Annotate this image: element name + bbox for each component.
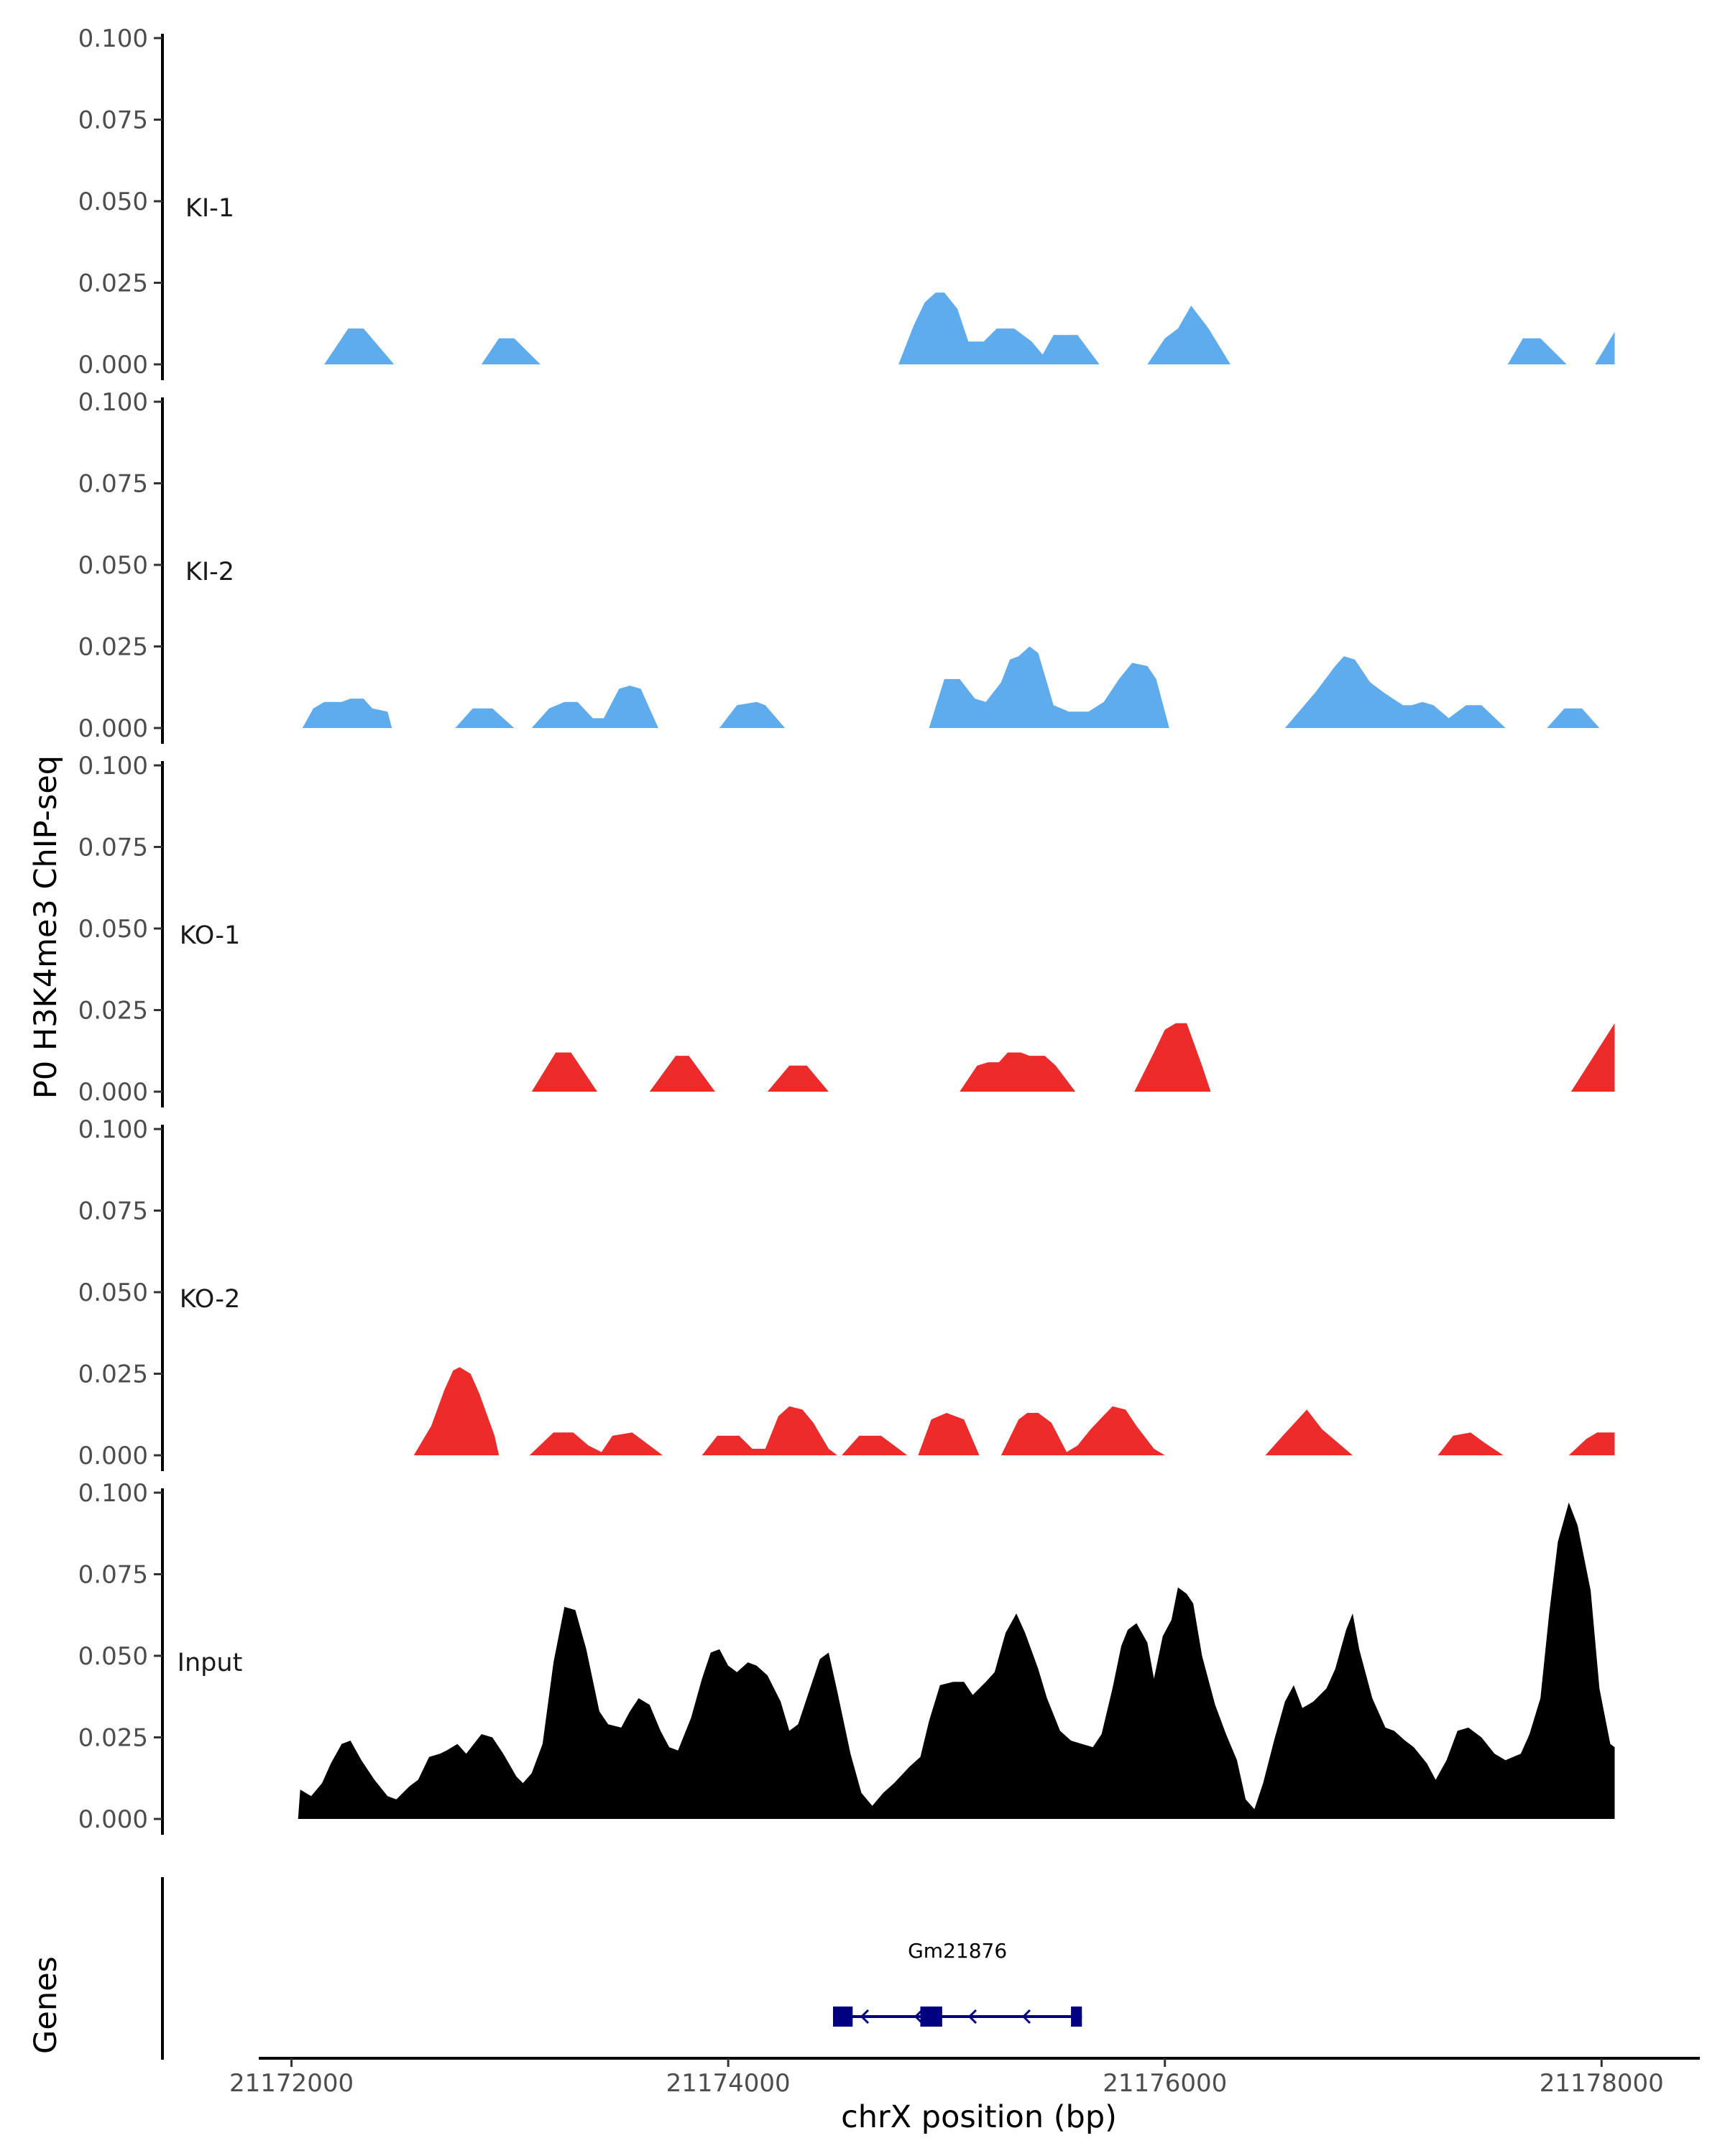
y-axis-title: P0 H3K4me3 ChIP-seq (28, 755, 64, 1099)
track-label: Input (178, 1649, 243, 1677)
y-tick-label: 0.100 (78, 24, 148, 53)
track-panel: 0.000 0.025 0.050 0.075 0.100 KI-2 (78, 388, 1600, 744)
y-tick-label: 0.000 (78, 351, 148, 379)
gene-exon (1071, 2007, 1082, 2027)
coverage-area (324, 292, 1615, 364)
track-panel: 0.000 0.025 0.050 0.075 0.100 KO-2 (78, 1115, 1615, 1471)
coverage-area (302, 646, 1600, 728)
strand-arrow (914, 2009, 924, 2024)
y-tick-label: 0.075 (78, 1561, 148, 1590)
y-tick-label: 0.050 (78, 1642, 148, 1671)
track-label: KO-2 (180, 1285, 240, 1314)
genes-axis-title: Genes (28, 1956, 64, 2054)
gene-exon (920, 2007, 942, 2027)
y-tick-label: 0.050 (78, 1279, 148, 1307)
x-axis: 21172000 21174000 21176000 21178000 (229, 2057, 1700, 2098)
y-tick-label: 0.100 (78, 752, 148, 780)
y-tick-label: 0.050 (78, 915, 148, 944)
y-tick-label: 0.025 (78, 633, 148, 662)
x-tick-label: 21178000 (1540, 2069, 1664, 2098)
y-tick-label: 0.100 (78, 1479, 148, 1508)
x-axis-title: chrX position (bp) (841, 2099, 1117, 2135)
y-tick-label: 0.000 (78, 1078, 148, 1107)
genes-panel: Gm21876 (161, 1877, 1082, 2060)
coverage-area (531, 1023, 1615, 1092)
y-tick-label: 0.025 (78, 1724, 148, 1753)
track-panel: 0.000 0.025 0.050 0.075 0.100 KI-1 (78, 24, 1615, 380)
coverage-area (298, 1502, 1615, 1819)
gene-model: Gm21876 (832, 1939, 1082, 2027)
strand-arrow (967, 2009, 978, 2024)
y-tick-label: 0.000 (78, 714, 148, 743)
track-label: KI-1 (185, 194, 234, 223)
y-tick-label: 0.075 (78, 1197, 148, 1226)
x-tick-label: 21174000 (666, 2069, 791, 2098)
track-label: KI-2 (185, 558, 234, 586)
coverage-area (413, 1367, 1615, 1455)
track-panel: 0.000 0.025 0.050 0.075 0.100 Input (78, 1479, 1615, 1835)
gene-name-label: Gm21876 (908, 1939, 1007, 1963)
gene-exon (832, 2007, 853, 2027)
y-tick-label: 0.025 (78, 1360, 148, 1389)
strand-arrow (1021, 2009, 1031, 2024)
track-panel: 0.000 0.025 0.050 0.075 0.100 KO-1 (78, 752, 1615, 1107)
y-tick-label: 0.075 (78, 470, 148, 499)
y-tick-label: 0.000 (78, 1805, 148, 1834)
tracks-layer: 0.0000.0250.0500.0750.100KI-10.0000.0250… (78, 24, 1615, 1835)
y-tick-label: 0.000 (78, 1442, 148, 1470)
y-tick-label: 0.025 (78, 997, 148, 1026)
x-tick-label: 21172000 (229, 2069, 354, 2098)
y-tick-label: 0.100 (78, 1115, 148, 1144)
strand-arrow (860, 2009, 870, 2024)
x-tick-label: 21176000 (1103, 2069, 1227, 2098)
y-tick-label: 0.050 (78, 551, 148, 580)
y-tick-label: 0.025 (78, 270, 148, 298)
y-tick-label: 0.075 (78, 106, 148, 135)
track-label: KO-1 (180, 921, 240, 950)
y-tick-label: 0.075 (78, 834, 148, 862)
y-tick-label: 0.100 (78, 388, 148, 417)
y-tick-label: 0.050 (78, 188, 148, 216)
